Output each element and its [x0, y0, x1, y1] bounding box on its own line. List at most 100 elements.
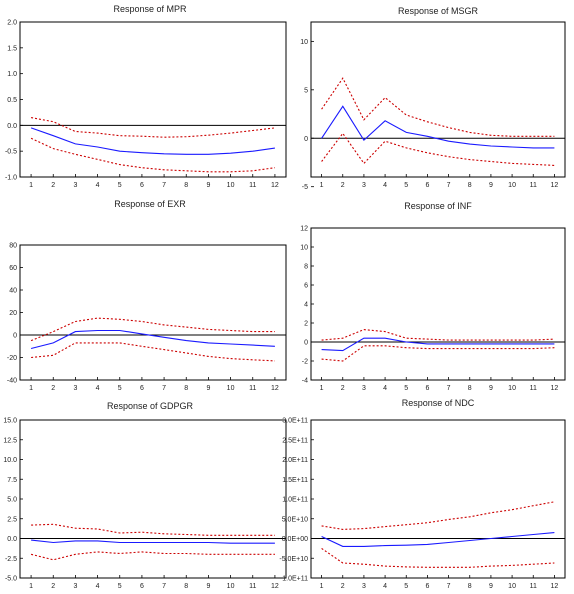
x-tick-label: 10 — [508, 583, 516, 590]
lower-band-line — [30, 137, 275, 173]
x-tick-label: 5 — [404, 583, 408, 590]
x-tick-label: 1 — [320, 182, 324, 189]
plot-frame — [310, 21, 566, 178]
x-tick-label: 2 — [341, 583, 345, 590]
upper-band-line — [31, 523, 275, 536]
y-tick-label: 10 — [300, 245, 308, 252]
y-tick-label: 5 — [304, 87, 308, 94]
y-tick-label: 2 — [304, 321, 308, 328]
x-tick-label: 4 — [383, 385, 387, 392]
x-tick-label: 6 — [425, 385, 429, 392]
response-line — [321, 532, 555, 547]
x-tick-label: 4 — [96, 385, 100, 392]
x-tick-label: 3 — [73, 583, 77, 590]
y-tick-label: -0.5 — [5, 149, 17, 156]
y-tick-label: 1.5 — [7, 45, 17, 52]
y-tick-label: 1.5E+11 — [282, 477, 308, 484]
y-tick-label: 80 — [9, 243, 17, 250]
x-tick-label: 11 — [530, 583, 537, 590]
x-tick-label: 6 — [425, 182, 429, 189]
y-tick-label: 8 — [304, 264, 308, 271]
x-tick-label: 1 — [29, 385, 33, 392]
x-tick-label: 10 — [508, 385, 516, 392]
y-tick-label: -5.0 — [5, 576, 17, 583]
x-tick-label: 9 — [489, 385, 493, 392]
x-tick-label: 9 — [206, 583, 210, 590]
x-tick-label: 6 — [140, 583, 144, 590]
response-line — [321, 105, 555, 149]
chart-panel-6: Response of NDC 3.0E+11 2.5E+11 2.0E+11 1.5E… — [279, 398, 566, 590]
lower-band-line — [321, 345, 555, 362]
x-tick-label: 4 — [383, 182, 387, 189]
x-tick-label: 8 — [184, 182, 188, 189]
x-tick-label: 10 — [227, 182, 235, 189]
x-tick-label: 8 — [184, 583, 188, 590]
response-line — [30, 127, 275, 155]
x-tick-label: 5 — [404, 385, 408, 392]
x-tick-label: 8 — [468, 182, 472, 189]
y-tick-label: 0 — [13, 333, 17, 340]
y-tick-label: 3.0E+11 — [282, 418, 308, 425]
x-tick-label: 7 — [447, 583, 451, 590]
x-tick-label: 3 — [362, 583, 366, 590]
x-tick-label: 7 — [447, 182, 451, 189]
x-tick-label: 4 — [96, 583, 100, 590]
y-tick-label: 5.0E+10 — [282, 516, 308, 523]
chart-title: Response of INF — [404, 201, 472, 211]
chart-title: Response of EXR — [114, 199, 186, 209]
lower-band-line — [321, 547, 555, 568]
x-tick-label: 9 — [206, 182, 210, 189]
y-tick-label: 2.5E+11 — [282, 437, 308, 444]
y-tick-label: -5.0E+10 — [279, 556, 308, 563]
y-tick-label: 5.0 — [7, 497, 17, 504]
y-tick-label: -20 — [7, 355, 17, 362]
plot-frame — [19, 244, 287, 381]
y-tick-label: -1.0E+11 — [280, 576, 308, 583]
response-line — [30, 329, 275, 350]
chart-panel-5: Response of GDPGR 15.0 12.5 10.0 7.5 5.0 2.5 0.… — [3, 401, 287, 590]
y-tick-label: 15.0 — [3, 418, 17, 425]
upper-band-line — [321, 77, 555, 137]
y-tick-label: 40 — [9, 288, 17, 295]
x-tick-label: 10 — [227, 583, 235, 590]
y-tick-label: -4 — [302, 378, 308, 385]
y-tick-label: 12 — [300, 226, 308, 233]
y-tick-label: -2.5 — [5, 556, 17, 563]
y-tick-label: 7.5 — [7, 477, 17, 484]
x-tick-label: 12 — [551, 182, 559, 189]
x-tick-label: 11 — [249, 385, 256, 392]
x-tick-label: 9 — [489, 583, 493, 590]
x-tick-label: 8 — [468, 583, 472, 590]
y-tick-label: 60 — [9, 265, 17, 272]
x-tick-label: 2 — [341, 182, 345, 189]
x-tick-label: 8 — [184, 385, 188, 392]
x-tick-label: 12 — [271, 182, 279, 189]
x-tick-label: 12 — [551, 583, 559, 590]
x-tick-label: 11 — [249, 583, 256, 590]
x-tick-label: 7 — [162, 583, 166, 590]
plot-frame — [310, 227, 566, 381]
plot-frame — [310, 419, 566, 579]
upper-band-line — [321, 501, 555, 530]
y-tick-label: 4 — [304, 302, 308, 309]
x-tick-label: 8 — [468, 385, 472, 392]
y-tick-label: 0 — [304, 340, 308, 347]
x-tick-label: 3 — [73, 385, 77, 392]
x-tick-label: 10 — [227, 385, 235, 392]
x-tick-label: 1 — [29, 182, 33, 189]
x-tick-label: 9 — [489, 182, 493, 189]
y-tick-label: 10 — [300, 39, 308, 46]
x-tick-label: 2 — [341, 385, 345, 392]
x-tick-label: 6 — [140, 385, 144, 392]
chart-title: Response of MSGR — [398, 6, 479, 16]
lower-band-line — [30, 551, 275, 561]
x-tick-label: 11 — [530, 385, 537, 392]
chart-title: Response of GDPGR — [107, 401, 194, 411]
lower-band-line — [321, 132, 555, 166]
x-tick-label: 4 — [96, 182, 100, 189]
y-tick-label: 12.5 — [3, 437, 17, 444]
y-tick-label: -5 — [302, 184, 308, 191]
